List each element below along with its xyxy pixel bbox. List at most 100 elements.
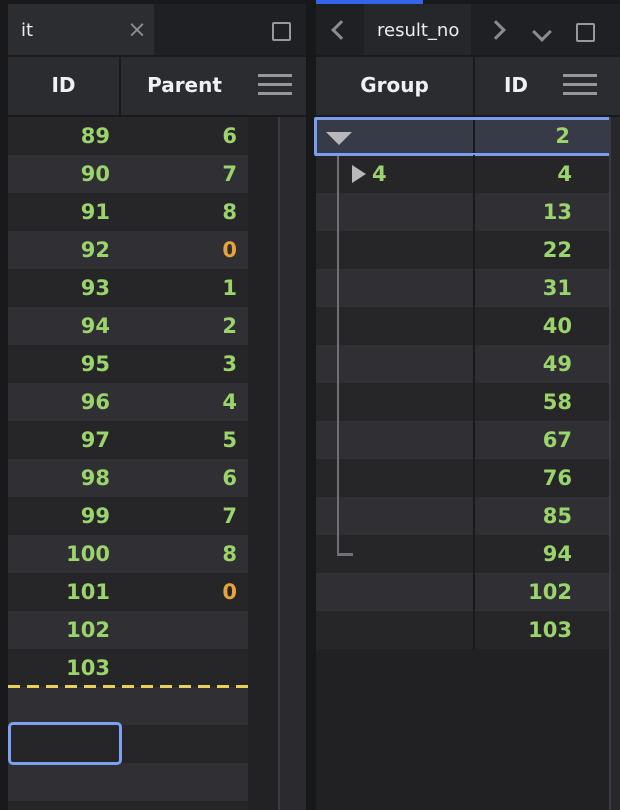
table-row[interactable]: 102: [316, 573, 612, 611]
parent-cell[interactable]: 8: [222, 200, 237, 224]
parent-cell[interactable]: 3: [222, 352, 237, 376]
id-cell[interactable]: 2: [555, 124, 570, 148]
parent-cell[interactable]: 6: [222, 466, 237, 490]
tab-label: result_no: [377, 20, 460, 41]
column-header-parent[interactable]: Parent: [147, 73, 222, 97]
id-cell[interactable]: 91: [80, 200, 110, 224]
empty-row[interactable]: [8, 801, 248, 810]
tab-result[interactable]: result_no: [364, 4, 471, 57]
parent-cell[interactable]: 7: [222, 504, 237, 528]
table-row[interactable]: 13: [316, 193, 612, 231]
group-cell[interactable]: 4: [372, 162, 387, 186]
id-cell[interactable]: 102: [528, 580, 572, 604]
id-cell[interactable]: 98: [80, 466, 110, 490]
parent-cell[interactable]: 4: [222, 390, 237, 414]
id-cell[interactable]: 96: [80, 390, 110, 414]
expander-collapsed-icon[interactable]: [352, 165, 366, 183]
empty-row[interactable]: [8, 763, 248, 801]
table-row[interactable]: 31: [316, 269, 612, 307]
id-cell[interactable]: 67: [542, 428, 572, 452]
table-row[interactable]: 95 3: [8, 345, 248, 383]
table-row[interactable]: 102: [8, 611, 248, 649]
parent-cell[interactable]: 7: [222, 162, 237, 186]
maximize-icon[interactable]: [272, 22, 291, 41]
divider: [316, 55, 620, 57]
table-row[interactable]: 22: [316, 231, 612, 269]
column-header-group[interactable]: Group: [360, 73, 429, 97]
id-cell[interactable]: 85: [542, 504, 572, 528]
table-row[interactable]: 90 7: [8, 155, 248, 193]
parent-cell[interactable]: 5: [222, 428, 237, 452]
table-row[interactable]: 97 5: [8, 421, 248, 459]
parent-cell[interactable]: 0: [222, 580, 237, 604]
column-divider: [473, 155, 475, 649]
id-cell[interactable]: 4: [557, 162, 572, 186]
table-row[interactable]: 94 2: [8, 307, 248, 345]
empty-row[interactable]: [8, 725, 248, 763]
id-cell[interactable]: 58: [542, 390, 572, 414]
id-cell[interactable]: 92: [80, 238, 110, 262]
id-cell[interactable]: 90: [80, 162, 110, 186]
id-cell[interactable]: 99: [80, 504, 110, 528]
hamburger-menu-icon[interactable]: [563, 74, 597, 98]
right-table-body: 4 4 13 22 31 40 49 58 67 76 85 94 102 103: [316, 117, 612, 649]
id-cell[interactable]: 103: [66, 656, 110, 680]
table-row[interactable]: 100 8: [8, 535, 248, 573]
id-cell[interactable]: 49: [542, 352, 572, 376]
column-header-id[interactable]: ID: [503, 73, 529, 97]
id-cell[interactable]: 103: [528, 618, 572, 642]
table-row[interactable]: 92 0: [8, 231, 248, 269]
selected-row[interactable]: 2: [314, 117, 613, 156]
divider: [278, 117, 280, 810]
parent-cell[interactable]: 6: [222, 124, 237, 148]
maximize-icon[interactable]: [576, 23, 595, 42]
expander-expanded-icon[interactable]: [326, 132, 352, 145]
id-cell[interactable]: 31: [542, 276, 572, 300]
table-row[interactable]: 91 8: [8, 193, 248, 231]
left-scrollbar[interactable]: [280, 117, 306, 810]
id-cell[interactable]: 13: [542, 200, 572, 224]
table-row[interactable]: 103: [316, 611, 612, 649]
table-row[interactable]: 85: [316, 497, 612, 535]
id-cell[interactable]: 95: [80, 352, 110, 376]
id-cell[interactable]: 93: [80, 276, 110, 300]
table-row[interactable]: 89 6: [8, 117, 248, 155]
table-row[interactable]: 103: [8, 649, 248, 687]
id-cell[interactable]: 94: [80, 314, 110, 338]
parent-cell[interactable]: 2: [222, 314, 237, 338]
close-icon[interactable]: ×: [127, 17, 147, 43]
table-row[interactable]: 93 1: [8, 269, 248, 307]
table-row[interactable]: 49: [316, 345, 612, 383]
table-row[interactable]: 76: [316, 459, 612, 497]
id-cell[interactable]: 101: [66, 580, 110, 604]
column-divider[interactable]: [119, 57, 121, 115]
id-cell[interactable]: 40: [542, 314, 572, 338]
table-row[interactable]: 58: [316, 383, 612, 421]
id-cell[interactable]: 100: [66, 542, 110, 566]
table-row[interactable]: 40: [316, 307, 612, 345]
id-cell[interactable]: 76: [542, 466, 572, 490]
table-row[interactable]: 98 6: [8, 459, 248, 497]
parent-cell[interactable]: 0: [222, 238, 237, 262]
id-cell[interactable]: 94: [542, 542, 572, 566]
selected-cell-outline[interactable]: [8, 722, 122, 765]
table-row[interactable]: 99 7: [8, 497, 248, 535]
parent-cell[interactable]: 1: [222, 276, 237, 300]
empty-row[interactable]: [8, 687, 248, 725]
parent-cell[interactable]: 8: [222, 542, 237, 566]
id-cell[interactable]: 22: [542, 238, 572, 262]
left-table-header: ID Parent: [8, 57, 306, 117]
id-cell[interactable]: 97: [80, 428, 110, 452]
table-row[interactable]: 94: [316, 535, 612, 573]
id-cell[interactable]: 102: [66, 618, 110, 642]
table-row[interactable]: 67: [316, 421, 612, 459]
hamburger-menu-icon[interactable]: [258, 74, 292, 98]
table-row[interactable]: 96 4: [8, 383, 248, 421]
panel-splitter[interactable]: [306, 0, 316, 810]
tab-it[interactable]: it ×: [8, 4, 154, 57]
table-row[interactable]: 101 0: [8, 573, 248, 611]
column-header-id[interactable]: ID: [51, 73, 76, 97]
right-scrollbar[interactable]: [611, 117, 620, 810]
id-cell[interactable]: 89: [80, 124, 110, 148]
